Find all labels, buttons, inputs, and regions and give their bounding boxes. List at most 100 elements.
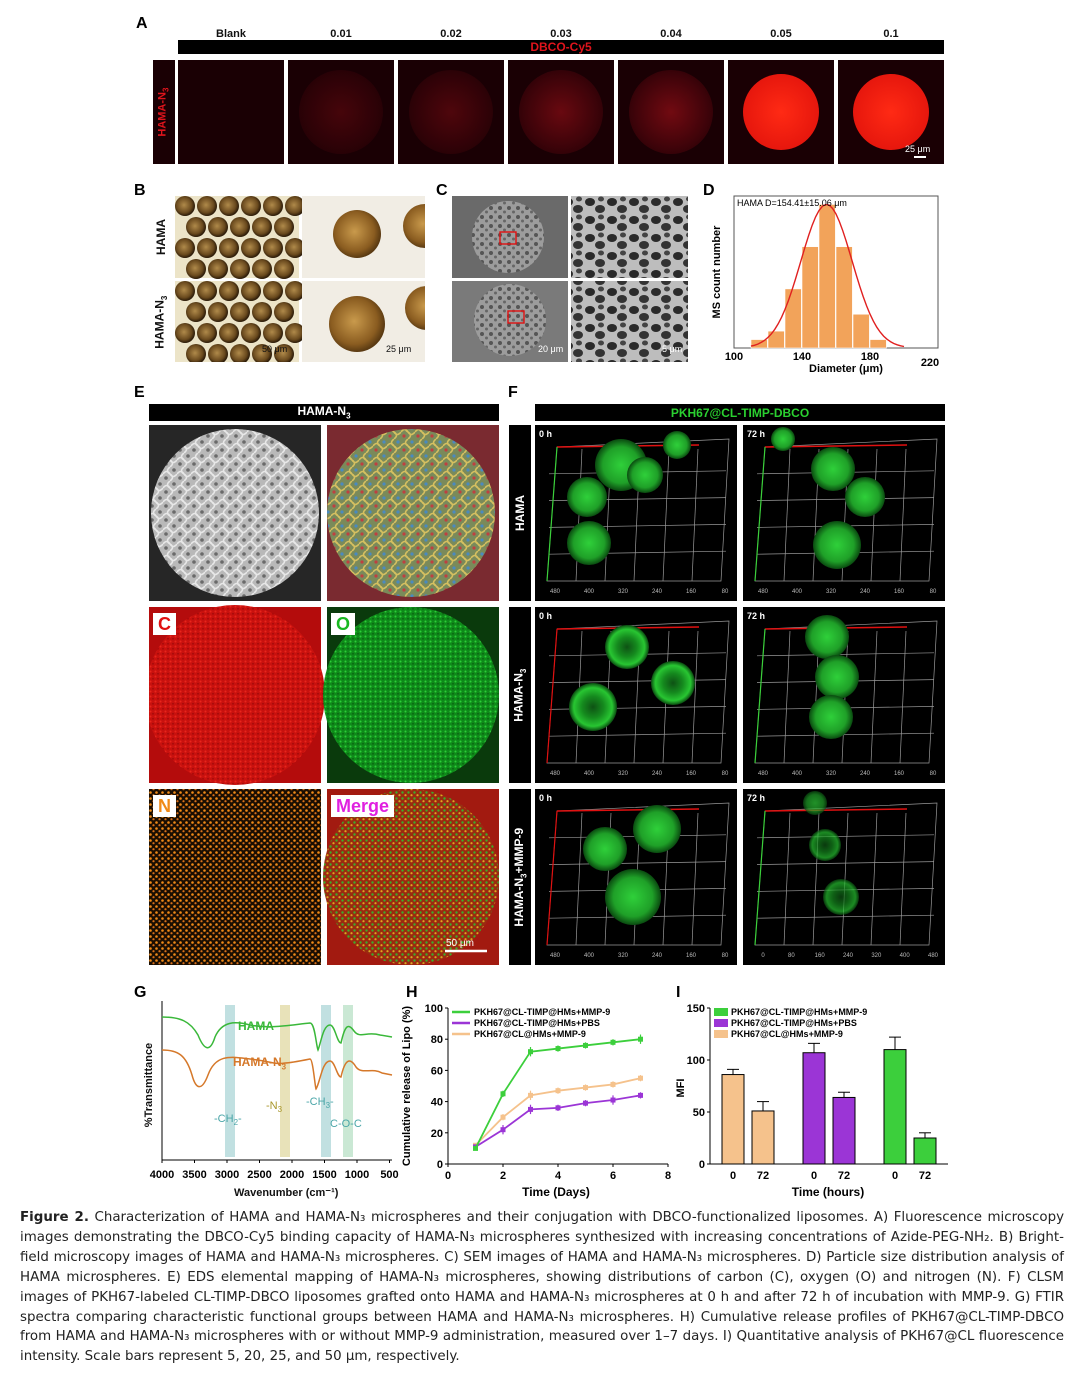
panel-f-microsphere — [809, 829, 841, 861]
panel-i-legend-swatch-2 — [714, 1030, 728, 1038]
panel-f-gridline — [548, 679, 727, 683]
panel-f-axis-tick: 320 — [618, 953, 629, 959]
panel-b-microsphere — [186, 217, 206, 237]
panel-h-point — [610, 1097, 616, 1103]
panel-f-microsphere — [803, 791, 827, 815]
panel-f-microsphere — [815, 655, 859, 699]
panel-g-ylabel: %Transmittance — [143, 1042, 155, 1128]
panel-b-microsphere — [274, 259, 294, 279]
panel-i-legend-2: PKH67@CL@HMs+MMP-9 — [731, 1029, 843, 1039]
panel-g-xtick-3: 2500 — [247, 1169, 271, 1181]
panel-b-microsphere — [230, 302, 250, 322]
panel-i-xtick-1: 72 — [757, 1170, 769, 1182]
panel-e-tag-o: O — [331, 613, 356, 635]
panel-b-microsphere — [197, 196, 217, 216]
panel-f-gridline — [870, 448, 878, 582]
panel-f-row-hama: HAMA — [509, 425, 531, 601]
panel-h-point — [610, 1081, 616, 1087]
panel-f-gridline — [756, 652, 935, 657]
panel-f-axis-tick: 160 — [815, 953, 826, 959]
panel-b-microsphere — [208, 302, 228, 322]
figure-caption-text: Characterization of HAMA and HAMA-N₃ mic… — [20, 1210, 1065, 1365]
panel-f-microsphere — [569, 683, 617, 731]
panel-f-title: PKH67@CL-TIMP-DBCO — [670, 405, 810, 420]
panel-f-axis-tick: 80 — [788, 953, 795, 959]
panel-f-axis-x — [556, 808, 700, 812]
panel-f-image-r2-c1: 72 h 0 80 160 240 320 400 480 — [743, 789, 945, 965]
panel-g-annot-coc: C-O-C — [330, 1118, 362, 1130]
panel-b-microsphere — [274, 344, 294, 362]
panel-f-row-hama-n3-mmp9-label: HAMA-N3+MMP-9 — [511, 827, 529, 927]
panel-f-axis-tick: 80 — [722, 589, 729, 595]
panel-d-bar-2 — [784, 288, 802, 349]
panel-b-microsphere — [241, 323, 261, 343]
panel-a-conc-3: 0.03 — [550, 28, 572, 40]
panel-b-microsphere — [230, 344, 250, 362]
panel-i-ytick-3: 150 — [687, 1003, 705, 1015]
panel-i-bar-1 — [751, 1110, 775, 1165]
panel-d-bar-7 — [869, 339, 887, 349]
panel-f-axis-tick: 480 — [550, 589, 561, 595]
panel-h-xtick-2: 4 — [555, 1170, 562, 1182]
panel-g-ftir-chart: 4000 3500 3000 2500 2000 1500 1000 500 — [150, 1001, 399, 1181]
panel-f-axis-tick: 240 — [652, 589, 663, 595]
panel-d-letter: D — [703, 182, 715, 199]
panel-a-image-4 — [618, 60, 724, 164]
panel-f-gridline — [756, 834, 935, 839]
panel-d-xlabel: Diameter (μm) — [809, 363, 883, 375]
panel-f-microsphere — [811, 447, 855, 491]
figure-caption: Figure 2. Characterization of HAMA and H… — [20, 1208, 1064, 1367]
panel-h-point — [555, 1105, 561, 1111]
panel-f-axis-tick: 160 — [686, 771, 697, 777]
panel-h-xtick-3: 6 — [610, 1170, 616, 1182]
panel-b-microsphere — [186, 259, 206, 279]
panel-f-axis-tick: 400 — [584, 589, 595, 595]
panel-f-time-label: 72 h — [747, 793, 765, 803]
panel-f-microsphere — [845, 477, 885, 517]
panel-e-tag-n: N — [153, 795, 176, 817]
panel-h-ytick-4: 80 — [431, 1034, 443, 1046]
panel-f-gridline — [548, 861, 727, 865]
panel-d-bar-5 — [835, 246, 853, 349]
panel-b-microsphere — [274, 302, 294, 322]
panel-f-row-hama-n3-mmp9: HAMA-N3+MMP-9 — [509, 789, 531, 965]
panel-f-axis-tick: 400 — [792, 771, 803, 777]
panel-a-conc-5: 0.05 — [770, 28, 792, 40]
panel-b-microsphere — [263, 281, 283, 301]
panel-c-sem — [452, 196, 688, 362]
panel-f-axis-tick: 240 — [860, 771, 871, 777]
panel-f-axis-tick: 480 — [550, 953, 561, 959]
figure-caption-label: Figure 2. — [20, 1210, 89, 1225]
panel-f-gridline — [783, 812, 791, 946]
panel-b-scale-left: 50 μm — [262, 344, 288, 354]
panel-f-image-r1-c1: 72 h 480 400 320 240 160 80 — [743, 607, 945, 783]
panel-h-ytick-3: 60 — [431, 1065, 443, 1077]
panel-a-microsphere-3 — [519, 70, 603, 154]
panel-g-xtick-4: 2000 — [280, 1169, 304, 1181]
panel-i-bar-0 — [721, 1074, 745, 1165]
panel-h-point — [500, 1127, 506, 1133]
panel-f-microsphere — [771, 427, 795, 451]
panel-a-dbco-bar: DBCO-Cy5 — [178, 40, 944, 54]
panel-h-point — [583, 1100, 588, 1106]
panel-e-title: HAMA-N3 — [297, 404, 351, 421]
panel-h-ytick-2: 40 — [431, 1097, 443, 1109]
panel-i-bar-4 — [883, 1049, 907, 1165]
panel-f-axis-tick: 480 — [550, 771, 561, 777]
panel-a-dbco-label: DBCO-Cy5 — [530, 40, 592, 54]
panel-b-microsphere — [285, 281, 305, 301]
panel-h-point — [473, 1145, 478, 1151]
panel-f-axis-tick: 320 — [826, 771, 837, 777]
panel-f-axis-tick: 400 — [584, 953, 595, 959]
panel-b-microsphere — [197, 281, 217, 301]
panel-h-legend-0: PKH67@CL-TIMP@HMs+MMP-9 — [474, 1007, 610, 1017]
panel-g-annot-n3: -N3 — [266, 1100, 283, 1115]
panel-f-image-r0-c0: 0 h 480 400 320 240 160 80 — [535, 425, 737, 601]
panel-b-microsphere — [208, 344, 228, 362]
panel-f-image-bg — [743, 789, 945, 965]
panel-a-conc-0: Blank — [216, 28, 246, 40]
panel-f-time-label: 0 h — [539, 611, 552, 621]
panel-h-release-chart: 0 20 40 60 80 100 0 2 4 6 8 PKH67@CL-TIMP@HMs+MMP-9… — [401, 1003, 671, 1199]
panel-f-axis-tick: 320 — [618, 589, 629, 595]
panel-f-microsphere — [633, 805, 681, 853]
